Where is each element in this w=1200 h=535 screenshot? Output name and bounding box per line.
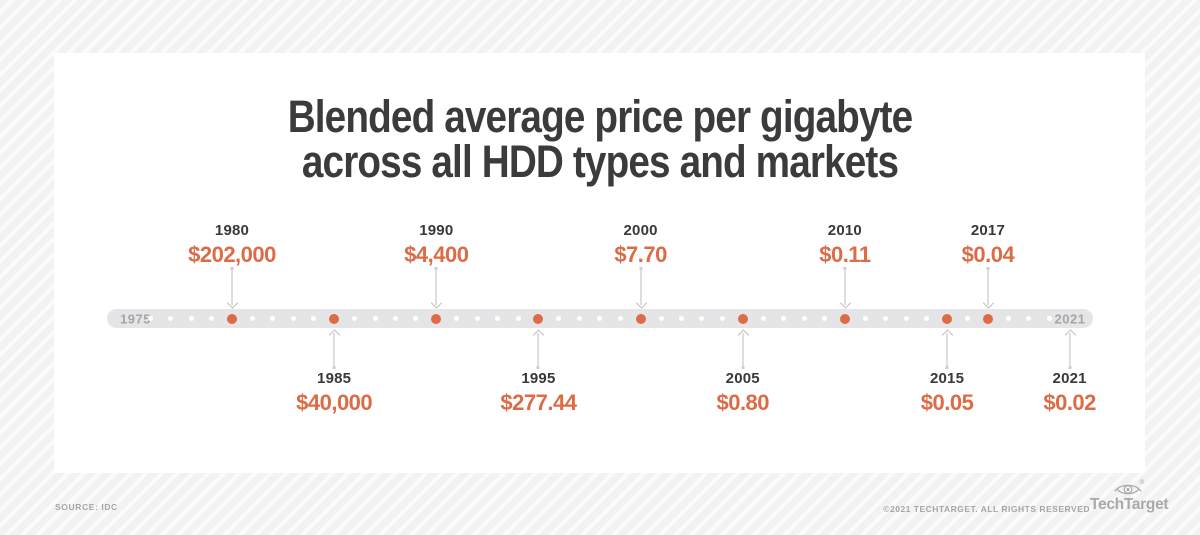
- milestone-dot-2015: [942, 313, 953, 324]
- milestone-price: $0.80: [716, 390, 770, 415]
- milestone-dot-2010: [839, 313, 850, 324]
- milestone-label-1995: 1995 $277.44: [448, 370, 628, 416]
- year-dot-1989: [413, 316, 419, 321]
- arrow-up-2005: [737, 329, 749, 369]
- arrow-up-1995: [533, 329, 545, 369]
- year-dot-1992: [474, 316, 480, 321]
- year-dot-2008: [801, 316, 807, 321]
- year-dot-1977: [168, 316, 174, 321]
- milestone-label-2000: 2000 $7.70: [551, 222, 731, 268]
- source-label: SOURCE: IDC: [55, 502, 118, 512]
- milestone-label-2010: 2010 $0.11: [755, 222, 935, 268]
- milestone-price: $7.70: [614, 242, 667, 267]
- milestone-price: $0.04: [961, 242, 1015, 267]
- chart-card: [54, 53, 1145, 473]
- year-dot-2009: [821, 316, 827, 321]
- milestone-year: 2005: [725, 370, 760, 387]
- techtarget-logo: ® TechTarget: [1090, 480, 1169, 514]
- milestone-dot-1995: [533, 313, 544, 324]
- milestone-label-2005: 2005 $0.80: [653, 370, 833, 416]
- arrow-down-2010: [839, 267, 852, 309]
- year-dot-1993: [495, 316, 501, 321]
- chart-title-line2: across all HDD types and markets: [301, 136, 899, 187]
- milestone-dot-1980: [227, 313, 237, 324]
- milestone-year: 2015: [929, 370, 965, 387]
- timeline-end-label: 2021: [1054, 311, 1086, 326]
- year-dot-1984: [311, 316, 317, 321]
- year-dot-1982: [270, 316, 276, 321]
- arrow-up-2015: [941, 329, 954, 369]
- milestone-label-1985: 1985 $40,000: [244, 370, 424, 416]
- milestone-price: $0.05: [920, 390, 974, 415]
- year-dot-1983: [290, 316, 296, 321]
- year-dot-2011: [862, 316, 868, 321]
- year-dot-2014: [924, 316, 930, 321]
- milestone-year: 2021: [1052, 370, 1087, 387]
- year-dot-2018: [1005, 316, 1011, 321]
- year-dot-1979: [209, 316, 215, 321]
- milestone-price: $0.02: [1043, 390, 1096, 415]
- year-dot-1978: [188, 316, 194, 321]
- milestone-dot-1990: [431, 313, 442, 324]
- year-dot-1996: [556, 316, 562, 321]
- milestone-year: 1985: [317, 370, 352, 387]
- year-dot-2019: [1026, 316, 1032, 321]
- chart-title: Blended average price per gigabyte across…: [84, 94, 1116, 184]
- milestone-dot-2017: [982, 313, 993, 324]
- year-dot-1999: [617, 316, 623, 321]
- milestone-label-1990: 1990 $4,400: [346, 222, 526, 268]
- milestone-year: 2017: [970, 222, 1005, 239]
- milestone-dot-1985: [329, 313, 340, 324]
- arrow-down-1980: [226, 267, 239, 309]
- year-dot-1986: [352, 316, 358, 321]
- milestone-year: 1980: [214, 222, 250, 239]
- timeline-start-label: 1975: [120, 311, 151, 326]
- milestone-label-2017: 2017 $0.04: [898, 222, 1078, 268]
- arrow-down-2017: [982, 267, 995, 309]
- milestone-dot-2000: [635, 313, 646, 324]
- year-dot-1987: [372, 316, 378, 321]
- eye-target-icon: [1114, 484, 1142, 495]
- year-dot-2003: [699, 316, 705, 321]
- logo-text: TechTarget: [1090, 496, 1169, 513]
- arrow-up-1985: [328, 329, 341, 369]
- year-dot-2016: [964, 316, 970, 321]
- year-dot-1991: [454, 316, 460, 321]
- year-dot-2012: [883, 316, 889, 321]
- year-dot-2007: [781, 316, 787, 321]
- arrow-up-2021: [1064, 329, 1076, 369]
- milestone-year: 1995: [521, 370, 556, 387]
- year-dot-1998: [597, 316, 603, 321]
- year-dot-1997: [576, 316, 582, 321]
- year-dot-1994: [515, 316, 521, 321]
- arrow-down-1990: [431, 267, 443, 309]
- milestone-label-2021: 2021 $0.02: [980, 370, 1160, 416]
- year-dot-2004: [719, 316, 725, 321]
- milestone-price: $0.11: [819, 242, 871, 267]
- milestone-label-2015: 2015 $0.05: [857, 370, 1037, 416]
- milestone-label-1980: 1980 $202,000: [142, 222, 322, 268]
- year-dot-1976: [147, 316, 153, 321]
- arrow-down-2000: [635, 267, 647, 309]
- milestone-year: 2010: [827, 222, 862, 239]
- milestone-dot-2005: [737, 313, 748, 324]
- year-dot-2020: [1046, 316, 1052, 321]
- registered-mark: ®: [1139, 480, 1144, 486]
- chart-title-line1: Blended average price per gigabyte: [287, 91, 913, 142]
- milestone-price: $4,400: [404, 242, 469, 267]
- copyright-text: ©2021 TECHTARGET. ALL RIGHTS RESERVED: [883, 504, 1090, 514]
- milestone-price: $277.44: [500, 390, 577, 415]
- year-dot-2006: [760, 316, 766, 321]
- year-dot-2013: [903, 316, 909, 321]
- milestone-year: 2000: [623, 222, 658, 239]
- year-dot-2002: [678, 316, 684, 321]
- year-dot-2001: [658, 316, 664, 321]
- milestone-price: $202,000: [188, 242, 276, 267]
- milestone-price: $40,000: [296, 390, 373, 415]
- year-dot-1981: [249, 316, 255, 321]
- milestone-year: 1990: [419, 222, 454, 239]
- year-dot-1988: [392, 316, 398, 321]
